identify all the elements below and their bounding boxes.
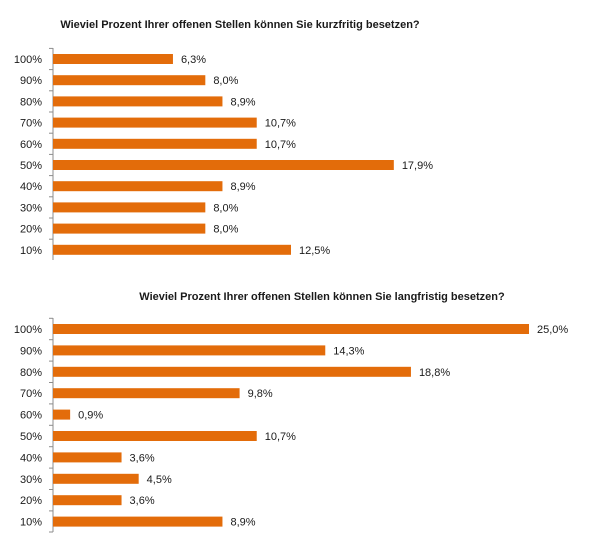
- chart-langfristig: Wieviel Prozent Ihrer offenen Stellen kö…: [14, 291, 568, 533]
- data-label: 8,9%: [230, 96, 255, 108]
- data-label: 3,6%: [130, 452, 155, 464]
- bar: [53, 431, 257, 441]
- bar: [53, 366, 411, 377]
- y-tick-label: 60%: [20, 139, 42, 151]
- bar: [53, 138, 257, 149]
- data-label: 10,7%: [265, 118, 296, 130]
- y-tick-label: 50%: [20, 160, 42, 172]
- bar: [53, 452, 122, 463]
- y-tick-label: 30%: [20, 202, 42, 214]
- bar: [53, 516, 223, 527]
- bar: [53, 244, 291, 255]
- data-label: 4,5%: [147, 474, 172, 486]
- bar: [53, 409, 71, 420]
- y-tick-label: 90%: [20, 345, 42, 357]
- y-tick-label: 90%: [20, 75, 42, 87]
- data-label: 6,3%: [181, 54, 206, 66]
- data-label: 14,3%: [333, 345, 364, 357]
- y-tick-label: 30%: [20, 474, 42, 486]
- bar: [53, 96, 223, 107]
- data-label: 0,9%: [78, 410, 103, 422]
- data-label: 8,0%: [213, 75, 238, 87]
- y-tick-label: 80%: [20, 367, 42, 379]
- y-tick-label: 40%: [20, 181, 42, 193]
- bar: [53, 160, 394, 170]
- data-label: 10,7%: [265, 431, 296, 443]
- y-tick-label: 80%: [20, 96, 42, 108]
- data-label: 25,0%: [537, 324, 568, 336]
- y-tick-label: 10%: [20, 245, 42, 257]
- y-tick-label: 20%: [20, 495, 42, 507]
- bar: [53, 202, 206, 213]
- data-label: 8,9%: [230, 181, 255, 193]
- data-label: 8,0%: [213, 224, 238, 236]
- bar: [53, 345, 326, 356]
- bar: [53, 54, 173, 64]
- chart-title: Wieviel Prozent Ihrer offenen Stellen kö…: [60, 19, 420, 31]
- bar: [53, 388, 240, 399]
- bar: [53, 181, 223, 192]
- bar: [53, 117, 257, 128]
- y-tick-label: 40%: [20, 452, 42, 464]
- y-tick-label: 50%: [20, 431, 42, 443]
- data-label: 12,5%: [299, 245, 330, 257]
- bar: [53, 495, 122, 506]
- bar: [53, 324, 529, 334]
- data-label: 8,9%: [230, 517, 255, 529]
- y-tick-label: 70%: [20, 118, 42, 130]
- y-tick-label: 70%: [20, 388, 42, 400]
- y-tick-label: 100%: [14, 324, 42, 336]
- data-label: 10,7%: [265, 139, 296, 151]
- y-tick-label: 20%: [20, 224, 42, 236]
- y-tick-label: 60%: [20, 410, 42, 422]
- data-label: 3,6%: [130, 495, 155, 507]
- bar: [53, 473, 139, 484]
- data-label: 8,0%: [213, 202, 238, 214]
- y-tick-label: 10%: [20, 517, 42, 529]
- data-label: 18,8%: [419, 367, 450, 379]
- data-label: 17,9%: [402, 160, 433, 172]
- bar: [53, 75, 206, 86]
- chart-kurzfristig: Wieviel Prozent Ihrer offenen Stellen kö…: [14, 19, 433, 260]
- y-tick-label: 100%: [14, 54, 42, 66]
- bar: [53, 223, 206, 234]
- chart-title: Wieviel Prozent Ihrer offenen Stellen kö…: [139, 291, 505, 303]
- data-label: 9,8%: [248, 388, 273, 400]
